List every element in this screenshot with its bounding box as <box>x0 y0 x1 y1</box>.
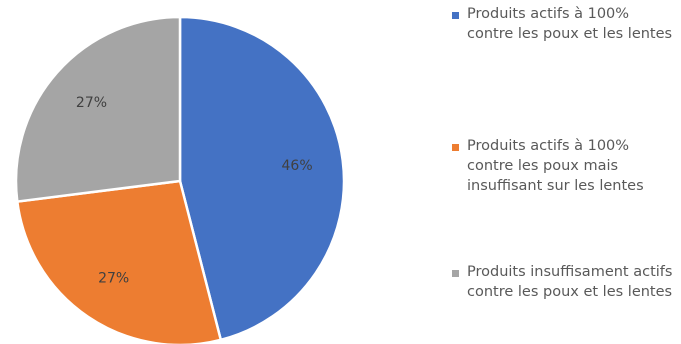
legend-label-1: Produits actifs à 100% contre les poux e… <box>467 6 673 42</box>
pie-slice-3 <box>14 15 182 203</box>
legend-item-1: Produits actifs à 100% contre les poux e… <box>452 4 677 44</box>
legend-item-2: Produits actifs à 100% contre les poux m… <box>452 136 677 196</box>
legend-swatch-3 <box>452 270 459 277</box>
legend-swatch-1 <box>452 12 459 19</box>
chart-legend: Produits actifs à 100% contre les poux e… <box>452 0 681 344</box>
pie-slice-label-1: 46% <box>282 158 313 174</box>
legend-label-3: Produits insuffisament actifs contre les… <box>467 264 673 300</box>
pie-slice-label-3: 27% <box>76 95 107 111</box>
legend-label-2: Produits actifs à 100% contre les poux m… <box>467 138 644 194</box>
pie-slice-1 <box>178 15 346 342</box>
pie-value-labels: 46% 27% 27% <box>76 95 313 287</box>
legend-swatch-2 <box>452 144 459 151</box>
pie-slices <box>14 15 346 344</box>
pie-chart: 46% 27% 27% <box>14 15 346 344</box>
pie-slice-label-2: 27% <box>98 271 129 287</box>
pie-slice-2 <box>15 179 223 344</box>
legend-item-3: Produits insuffisament actifs contre les… <box>452 262 677 302</box>
